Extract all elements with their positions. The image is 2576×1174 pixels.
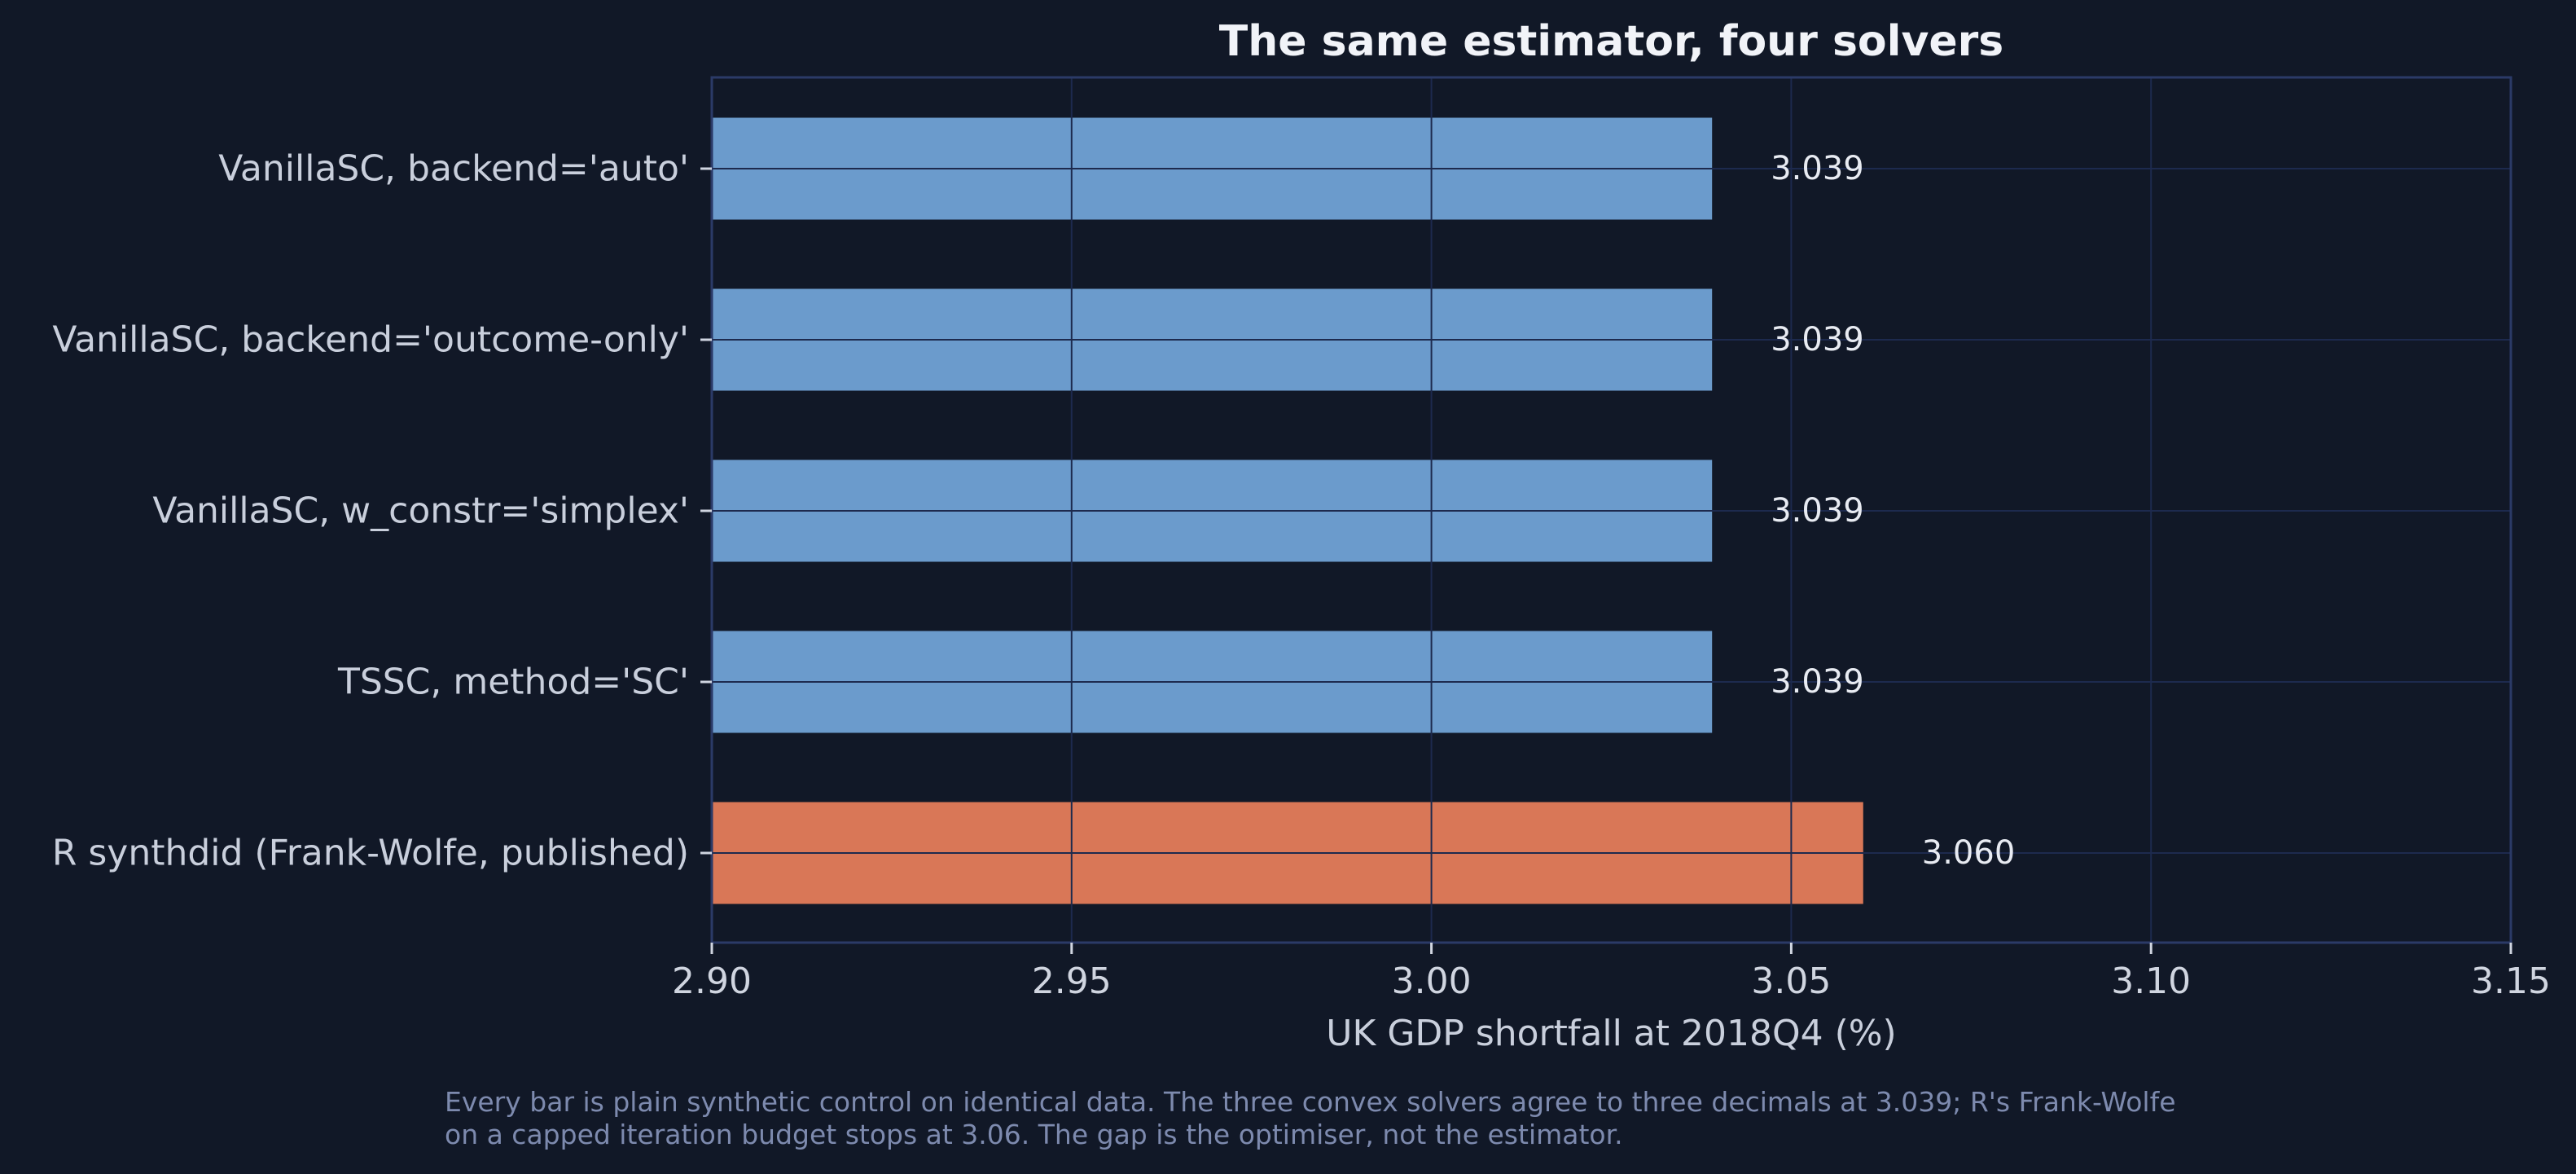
bar-value-label: 3.039 bbox=[1771, 321, 1864, 358]
caption-line-1: Every bar is plain synthetic control on … bbox=[445, 1086, 2176, 1118]
x-axis-label: UK GDP shortfall at 2018Q4 (%) bbox=[1326, 1013, 1896, 1054]
chart-title: The same estimator, four solvers bbox=[1219, 17, 2003, 66]
y-tick-label: R synthdid (Frank-Wolfe, published) bbox=[52, 833, 689, 874]
y-tick-label: VanillaSC, w_constr='simplex' bbox=[152, 490, 689, 532]
y-tick-label: TSSC, method='SC' bbox=[337, 662, 689, 703]
bar-value-label: 3.039 bbox=[1771, 150, 1864, 187]
x-tick-label: 3.10 bbox=[2111, 961, 2191, 1002]
plot-area: 3.039 3.039 3.039 3.039 3.060 VanillaSC, back… bbox=[52, 76, 2551, 1002]
x-tick-label: 2.90 bbox=[672, 961, 752, 1002]
caption-line-2: on a capped iteration budget stops at 3.… bbox=[445, 1119, 1623, 1150]
y-tick-label: VanillaSC, backend='auto' bbox=[218, 148, 689, 190]
bar-value-label: 3.039 bbox=[1771, 663, 1864, 701]
x-tick-label: 3.15 bbox=[2471, 961, 2551, 1002]
bar-value-label: 3.039 bbox=[1771, 492, 1864, 530]
x-tick-label: 2.95 bbox=[1032, 961, 1112, 1002]
bar-value-label: 3.060 bbox=[1922, 834, 2016, 872]
x-tick-label: 3.00 bbox=[1392, 961, 1472, 1002]
y-tick-label: VanillaSC, backend='outcome-only' bbox=[52, 319, 689, 361]
x-tick-label: 3.05 bbox=[1751, 961, 1831, 1002]
